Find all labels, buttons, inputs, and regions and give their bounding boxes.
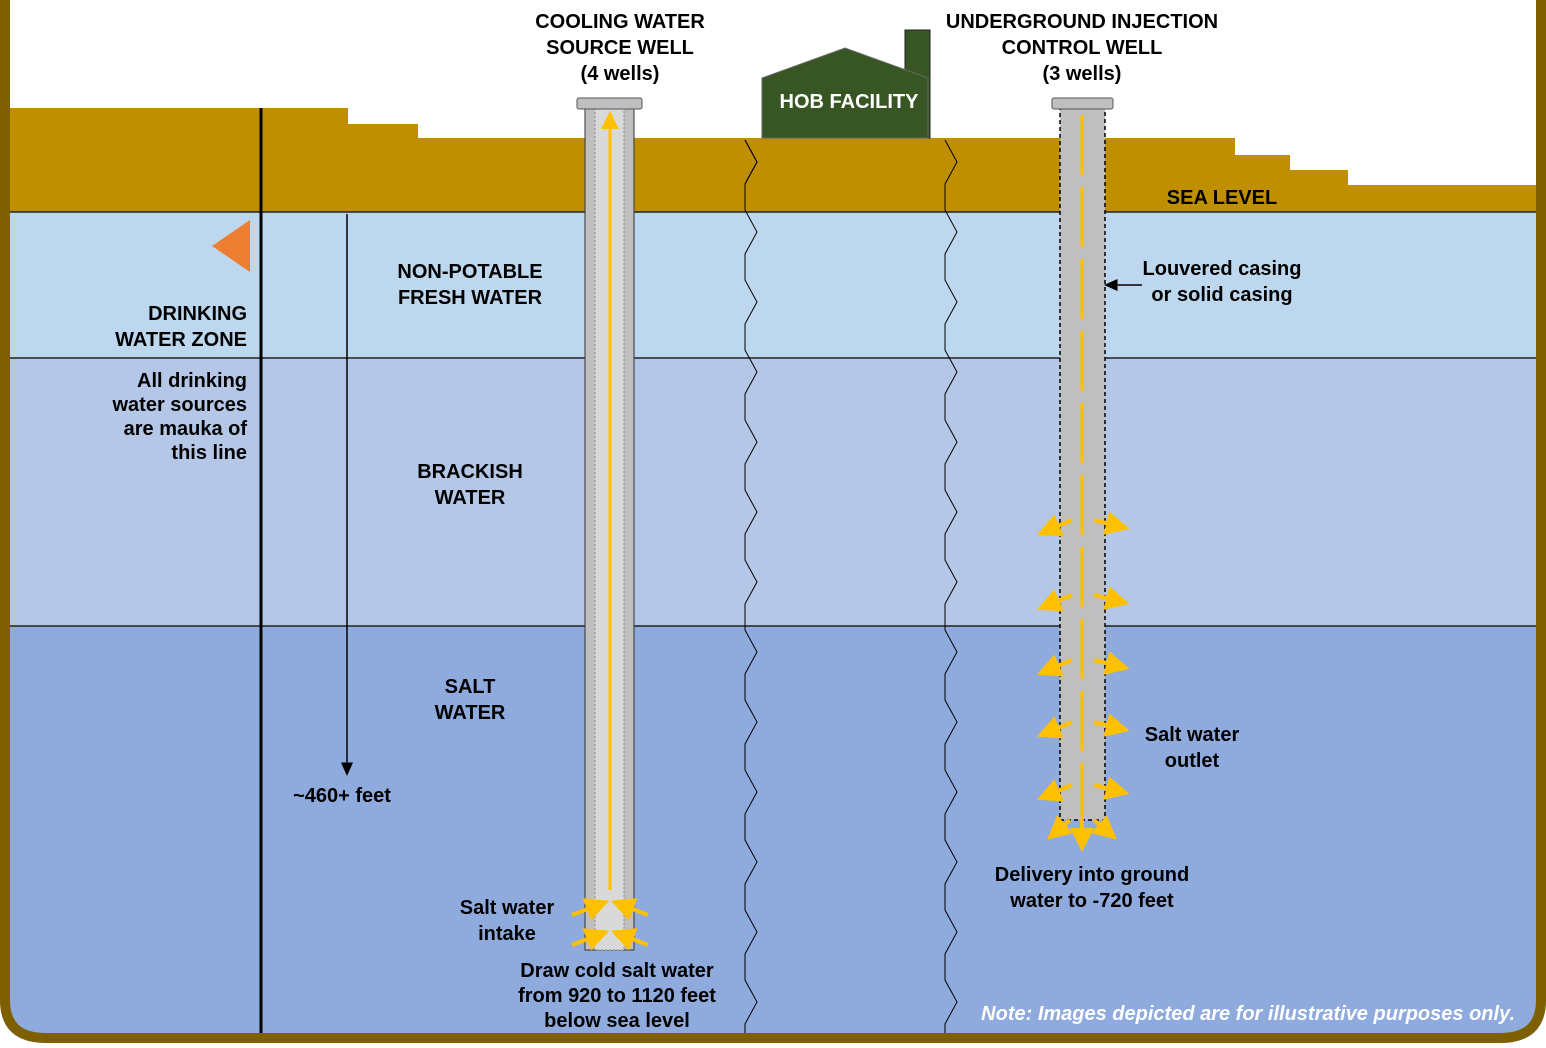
labels: COOLING WATER SOURCE WELL (4 wells) UNDERGR…: [111, 11, 1515, 1032]
label-line: SOURCE WELL: [546, 37, 694, 59]
outlet-arrow: [1036, 779, 1073, 802]
label-line: intake: [478, 923, 536, 945]
fresh-layer: [0, 212, 1546, 358]
label-line: All drinking: [137, 370, 247, 392]
outlet-arrow: [1093, 776, 1130, 800]
label-line: from 920 to 1120 feet: [518, 985, 716, 1007]
label-line: Delivery into ground: [995, 864, 1189, 886]
label-line: water to -720 feet: [1009, 890, 1174, 912]
zigzag-line: [744, 139, 758, 1043]
zigzags: [744, 139, 958, 1043]
label-line: Salt water: [460, 897, 555, 919]
label-line: COOLING WATER: [535, 11, 705, 33]
ground: [0, 108, 1546, 212]
label-line: this line: [171, 442, 247, 464]
label-line: DRINKING: [148, 303, 247, 325]
label-line: below sea level: [544, 1010, 690, 1032]
label-line: SALT: [445, 676, 496, 698]
salt-layer: [0, 626, 1546, 1043]
label-line: are mauka of: [124, 418, 248, 440]
label-line: or solid casing: [1151, 284, 1292, 306]
label-line: Louvered casing: [1143, 258, 1302, 280]
intake-arrows: [571, 898, 649, 951]
note: Note: Images depicted are for illustrati…: [981, 1003, 1515, 1025]
label-line: WATER ZONE: [115, 329, 247, 351]
well-count: (4 wells): [581, 63, 660, 85]
outlet-arrow: [1036, 514, 1073, 537]
outlet-arrow: [1046, 815, 1073, 840]
label-line: BRACKISH: [417, 461, 523, 483]
brackish-layer: [0, 358, 1546, 626]
zigzag-line: [944, 139, 958, 1043]
triangle-marker: [212, 220, 250, 272]
facility-label: HOB FACILITY: [780, 91, 920, 113]
outlet-arrow: [1093, 511, 1130, 535]
outlet-arrow: [1093, 586, 1130, 610]
facility-building: [761, 47, 929, 139]
label-line: NON-POTABLE: [397, 261, 542, 283]
outlet-arrow: [1091, 815, 1118, 840]
label-line: UNDERGROUND INJECTION: [946, 11, 1218, 33]
label-line: Salt water: [1145, 724, 1240, 746]
label-line: outlet: [1165, 750, 1220, 772]
well-count: (3 wells): [1043, 63, 1122, 85]
cooling-cap: [576, 97, 643, 110]
label-line: water sources: [111, 394, 247, 416]
label-line: FRESH WATER: [398, 287, 543, 309]
outlet-arrow: [1093, 651, 1130, 675]
outlet-arrow: [1036, 654, 1073, 677]
label-line: WATER: [435, 487, 506, 509]
outlet-arrow: [1093, 713, 1130, 737]
label-line: Draw cold salt water: [520, 960, 714, 982]
layer-lines: [0, 211, 1546, 627]
injection-cap: [1051, 97, 1114, 110]
outlet-arrow: [1036, 589, 1073, 612]
outlet-arrow: [1036, 716, 1073, 739]
sea-level: SEA LEVEL: [1167, 187, 1277, 209]
outlet-arrows: [1036, 511, 1130, 852]
label-line: CONTROL WELL: [1002, 37, 1163, 59]
depth-label: ~460+ feet: [293, 785, 391, 807]
label-line: WATER: [435, 702, 506, 724]
